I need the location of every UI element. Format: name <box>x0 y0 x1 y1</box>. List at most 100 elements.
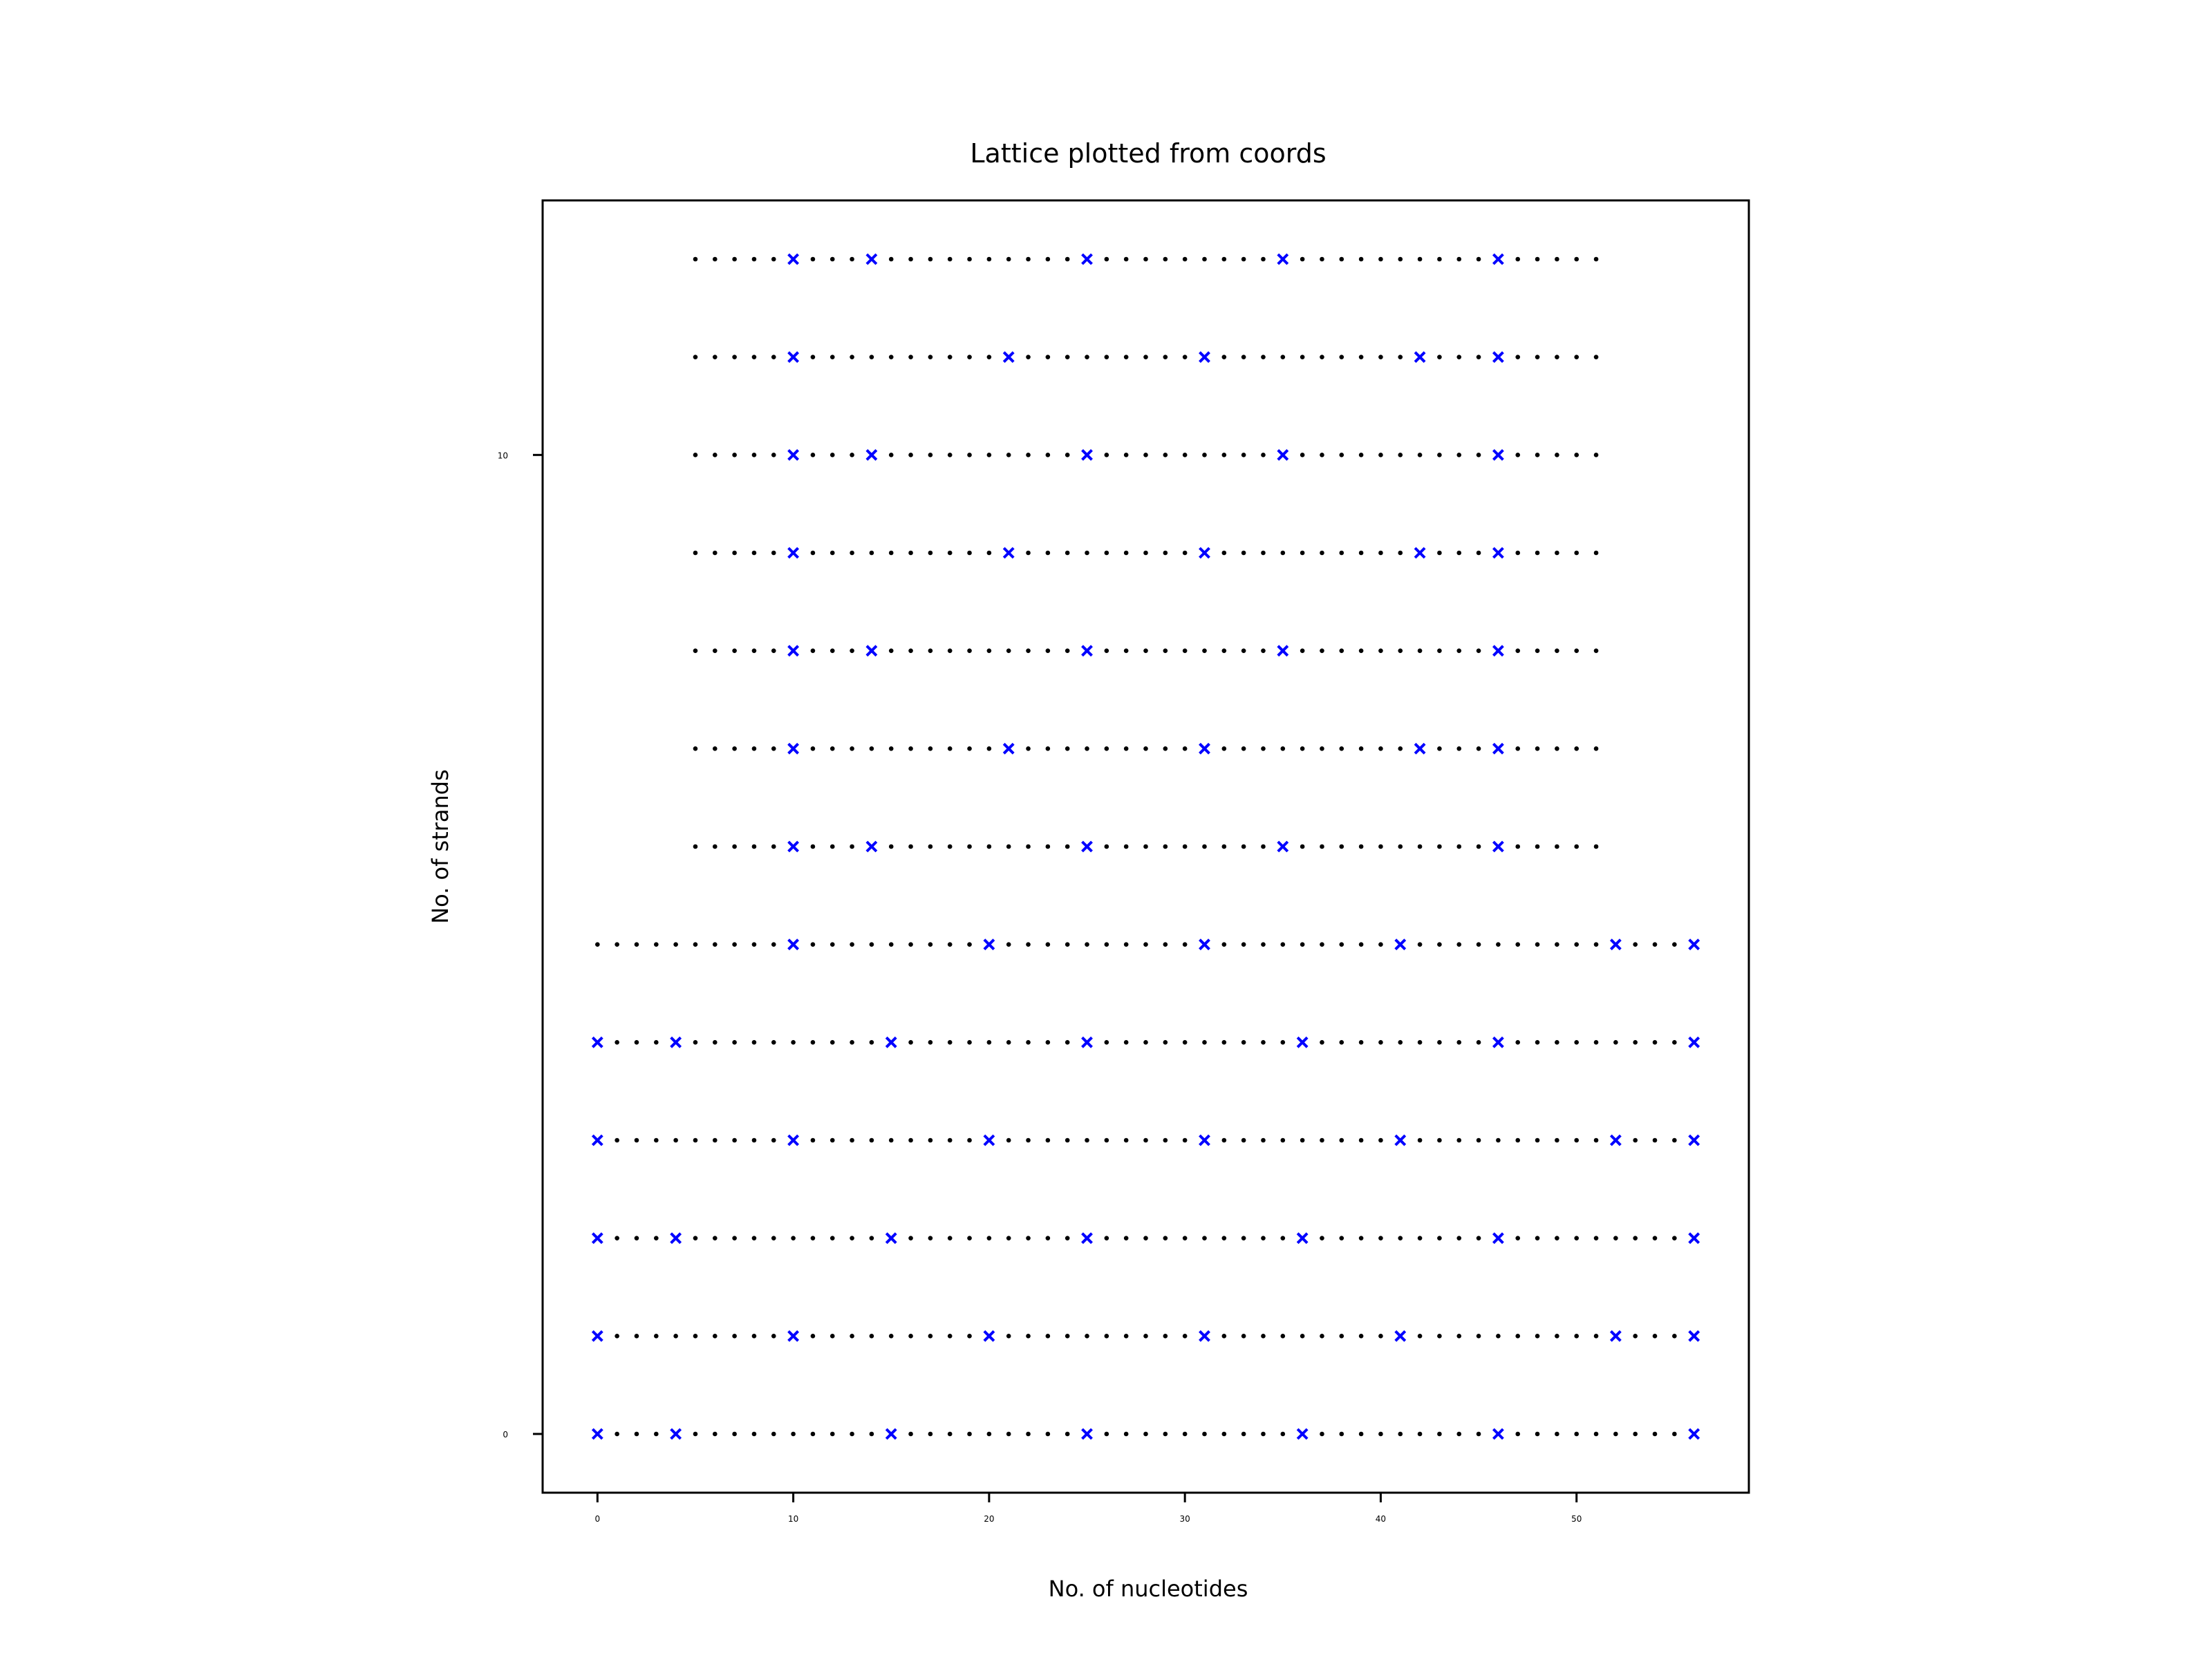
lattice-point <box>1280 1137 1286 1143</box>
lattice-point <box>1241 1431 1246 1437</box>
lattice-point <box>1300 1137 1305 1143</box>
lattice-point <box>1182 256 1188 262</box>
lattice-point <box>1456 648 1462 653</box>
lattice-point <box>1182 942 1188 947</box>
crossover-marker <box>865 840 878 853</box>
lattice-point <box>1358 1431 1364 1437</box>
lattice-point <box>1574 648 1580 653</box>
lattice-point <box>1652 1431 1658 1437</box>
lattice-point <box>1065 942 1070 947</box>
crossover-marker-stroke <box>983 938 995 951</box>
crossover-marker <box>1002 351 1015 363</box>
lattice-point <box>1182 1040 1188 1045</box>
lattice-point <box>1045 1040 1051 1045</box>
lattice-point <box>1398 1236 1403 1240</box>
lattice-point <box>850 355 854 359</box>
lattice-point <box>1593 648 1599 653</box>
lattice-point <box>1221 1137 1227 1143</box>
chart-title: Lattice plotted from coords <box>970 138 1326 169</box>
lattice-point <box>712 1040 718 1045</box>
lattice-point <box>1555 355 1559 359</box>
lattice-point <box>1006 1040 1011 1045</box>
lattice-point <box>1456 844 1462 849</box>
lattice-point <box>850 256 854 262</box>
lattice-point <box>1065 746 1070 751</box>
crossover-marker-stroke <box>591 1232 603 1245</box>
lattice-point <box>1006 1236 1011 1240</box>
lattice-point <box>771 1137 776 1143</box>
lattice-points <box>595 256 1677 1437</box>
lattice-point <box>947 942 953 947</box>
lattice-point <box>751 550 757 556</box>
lattice-point <box>1456 1040 1462 1045</box>
lattice-point <box>1613 1040 1618 1045</box>
lattice-point <box>850 844 854 849</box>
crossover-marker <box>1199 1134 1210 1146</box>
lattice-point <box>791 1040 796 1045</box>
lattice-point <box>1358 256 1364 262</box>
lattice-point <box>1476 550 1481 556</box>
crossover-marker-stroke <box>885 1036 897 1048</box>
lattice-point <box>1417 1236 1423 1240</box>
lattice-point <box>1437 1334 1442 1339</box>
crossover-marker-stroke <box>1277 645 1289 657</box>
lattice-point <box>615 1040 619 1045</box>
crossover-marker-stroke <box>1199 547 1210 559</box>
lattice-point <box>1320 453 1324 457</box>
lattice-point <box>908 1236 913 1240</box>
lattice-point <box>732 648 737 653</box>
crossover-marker <box>1492 547 1504 559</box>
lattice-point <box>1417 648 1423 653</box>
lattice-point <box>1476 256 1481 262</box>
lattice-point <box>1437 355 1442 359</box>
crossover-marker-stroke <box>1081 645 1093 657</box>
lattice-point <box>1123 1236 1129 1240</box>
x-tick-label: 30 <box>1180 1514 1190 1524</box>
lattice-point <box>1182 844 1188 849</box>
lattice-point <box>1104 844 1109 849</box>
lattice-point <box>1182 1431 1188 1437</box>
lattice-point <box>1026 746 1031 751</box>
lattice-point <box>1026 1040 1031 1045</box>
lattice-point <box>1202 256 1207 262</box>
crossover-marker <box>1199 1330 1210 1342</box>
lattice-point <box>1515 1137 1521 1143</box>
lattice-point <box>850 746 854 751</box>
lattice-point <box>1280 1040 1286 1045</box>
crossover-marker <box>983 1330 995 1342</box>
lattice-point <box>1065 1334 1070 1339</box>
crossover-marker <box>1394 1134 1407 1146</box>
crossover-marker-stroke <box>865 645 878 657</box>
lattice-point <box>1280 550 1286 556</box>
lattice-point <box>1300 942 1305 947</box>
lattice-point <box>693 355 698 359</box>
lattice-point <box>1555 942 1559 947</box>
crossover-marker <box>787 351 800 363</box>
crossover-marker-stroke <box>1081 1232 1093 1245</box>
lattice-point <box>986 1431 992 1437</box>
lattice-point <box>908 1040 913 1045</box>
lattice-point <box>947 1236 953 1240</box>
lattice-point <box>791 1236 796 1240</box>
lattice-point <box>947 648 953 653</box>
lattice-point <box>1652 1334 1658 1339</box>
lattice-point <box>810 942 816 947</box>
lattice-point <box>1026 1334 1031 1339</box>
lattice-point <box>1476 355 1481 359</box>
lattice-point <box>1339 1334 1344 1339</box>
lattice-point <box>712 1137 718 1143</box>
lattice-point <box>771 648 776 653</box>
lattice-point <box>1515 942 1521 947</box>
lattice-point <box>967 942 972 947</box>
lattice-point <box>1163 844 1168 849</box>
lattice-point <box>1555 1236 1559 1240</box>
lattice-point <box>1026 1431 1031 1437</box>
crossover-marker-stroke <box>787 645 800 657</box>
lattice-point <box>1163 1431 1168 1437</box>
lattice-point <box>908 355 913 359</box>
lattice-point <box>869 942 874 947</box>
lattice-point <box>1339 256 1344 262</box>
lattice-point <box>1104 1137 1109 1143</box>
lattice-point <box>908 256 913 262</box>
lattice-point <box>1555 256 1559 262</box>
